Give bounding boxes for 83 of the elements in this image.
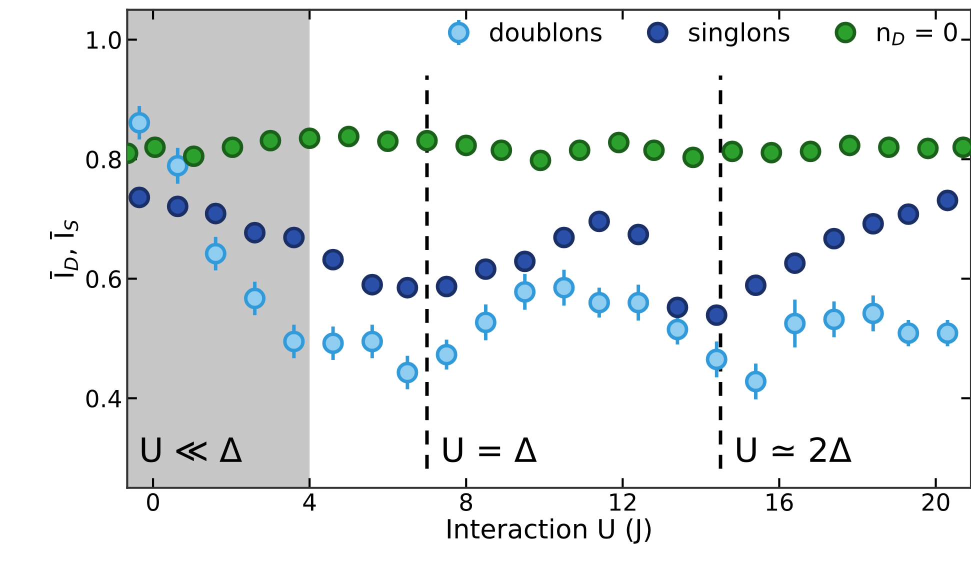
band-label: U ≪ Δ [142,438,242,462]
point [722,140,744,162]
point [361,274,383,296]
point [416,130,438,152]
ref-line-label: U = Δ [444,438,537,462]
point [298,128,320,150]
point [588,210,610,232]
point [396,276,418,298]
x-tick-label: 8 [460,493,472,512]
x-tick-label: 4 [303,493,316,511]
point [823,308,845,330]
point [628,292,650,314]
point [878,136,900,158]
point [608,132,630,154]
point [823,228,845,250]
point [222,136,244,158]
legend-label: n$_{D}$ = 0 [878,22,957,46]
y-tick-label: 0.8 [86,150,121,168]
point [260,130,282,152]
point [760,142,782,164]
point [377,130,399,152]
point [338,126,360,148]
point [144,136,166,158]
point [182,145,204,167]
point [643,139,665,161]
x-tick-label: 20 [922,493,950,512]
point [628,224,650,246]
point [244,222,266,244]
point [361,330,383,352]
point [514,250,536,272]
point [530,150,552,172]
point [436,276,458,298]
point [166,196,188,218]
point [744,370,767,392]
x-axis-title: Interaction U (J) [448,518,651,544]
legend-label: doublons [490,22,602,42]
point [898,322,920,344]
ref-line-label: U ≃ 2Δ [737,437,852,462]
point [784,252,806,274]
point [128,112,150,134]
point [490,139,512,161]
point [917,138,939,160]
point [898,203,920,225]
point [514,281,536,303]
point [128,186,150,208]
point [204,242,226,264]
point [244,288,266,310]
point [800,140,822,162]
y-tick-label: 0.6 [86,270,121,288]
point [666,318,688,340]
y-axis-title: Ī$_{D}$, Ī$_{S}$ [50,220,78,280]
point [936,190,958,212]
point [204,202,226,224]
point [553,226,575,248]
point [862,212,884,234]
point [784,312,806,334]
point [588,292,610,314]
x-tick-label: 12 [610,493,636,511]
y-tick-label: 1.0 [87,31,121,49]
point [682,146,704,168]
point [436,344,458,366]
point [706,348,728,370]
point [936,322,958,344]
point [455,134,477,156]
point [396,362,418,384]
x-tick-label: 0 [147,493,159,512]
point [838,134,860,156]
y-tick-label: 0.4 [86,390,122,408]
point [706,304,728,326]
x-tick-label: 16 [766,493,793,512]
point [474,258,496,280]
point [322,248,344,270]
point [568,139,590,161]
point [283,226,305,248]
point [862,302,884,324]
point [283,330,305,352]
point [322,332,344,354]
point [474,312,496,334]
point [166,155,188,177]
point [666,296,688,318]
point [553,276,575,298]
point [744,274,767,296]
legend-label: singlons [689,22,790,46]
